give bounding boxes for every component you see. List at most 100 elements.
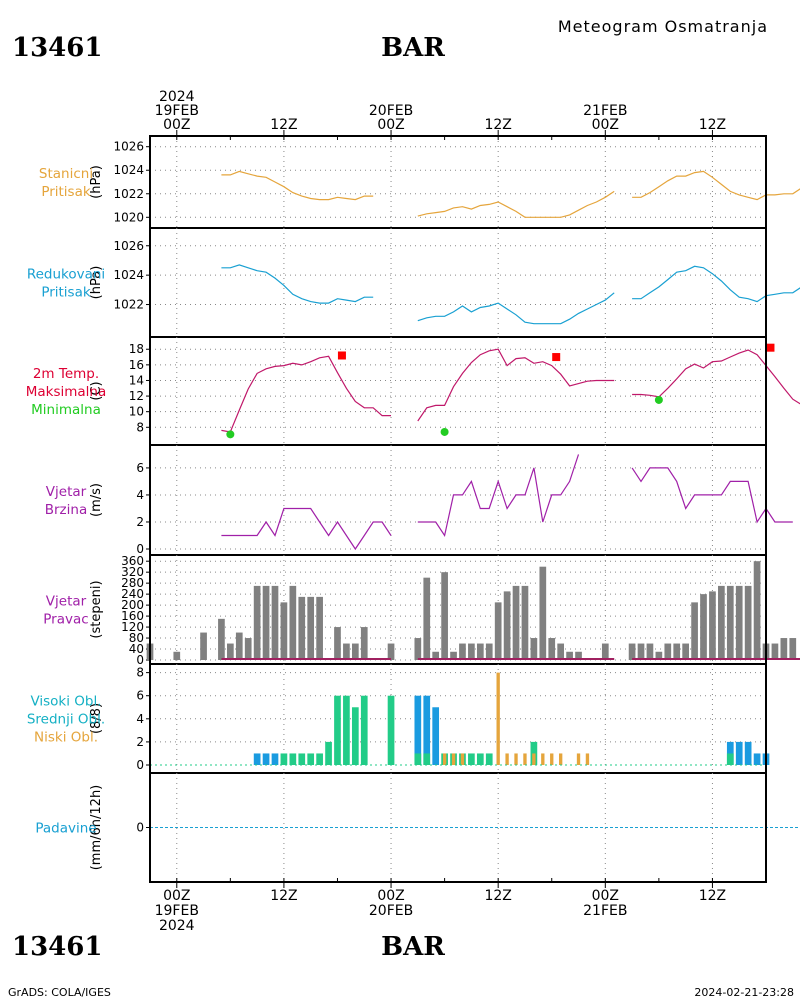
panel-label: Vjetar [46,594,87,610]
direction-bar [316,596,323,660]
direction-bar [414,638,422,660]
direction-bar [575,651,582,660]
cloud-bar [460,753,465,765]
panel-label: Stanicni [39,166,93,182]
tmin-marker [226,430,235,439]
series-line [417,348,615,422]
direction-bar [753,561,761,660]
y-axis-label: (8/8) [89,703,104,734]
series-line [632,349,800,405]
y-tick-label: 8 [136,666,144,680]
y-tick-label: 40 [129,642,144,656]
y-axis-label: (C) [89,381,104,400]
cloud-bar [496,672,500,765]
y-tick-label: 1026 [113,140,144,154]
direction-bar [637,643,645,660]
direction-bar [271,585,279,660]
cloud-bar [325,741,332,765]
y-tick-label: 1024 [113,163,144,177]
cloud-bar [360,695,368,765]
direction-bar [566,651,573,660]
cloud-bar [532,753,536,765]
time-label-bottom: 21FEB [583,903,627,919]
y-tick-label: 1020 [113,210,144,224]
direction-bar [343,643,350,660]
panel-label: Srednji Obl. [27,712,105,728]
series-line [221,355,391,433]
time-label-bottom: 12Z [270,888,297,904]
tmax-marker [766,343,775,352]
panel-label: Pritisak [41,285,91,301]
direction-bar [718,585,725,660]
cloud-bar [316,753,323,765]
chart-title: Meteogram Osmatranja [558,17,768,36]
cloud-bar [523,753,527,765]
cloud-bar [262,753,270,765]
cloud-bar [576,753,581,765]
y-tick-label: 1026 [113,239,144,253]
y-tick-label: 16 [129,358,144,372]
direction-bar [432,651,440,660]
cloud-bar [432,707,440,765]
direction-bar [218,618,225,660]
direction-bar [512,585,520,660]
cloud-bar [753,753,761,765]
direction-bar [780,638,788,660]
y-axis-label: (stepeni) [89,580,104,638]
direction-bar [789,638,797,660]
series-line [632,170,800,201]
time-label-top: 19FEB [155,103,199,119]
footer-credit: GrADS: COLA/IGES [8,986,111,999]
cloud-bar [271,753,279,765]
direction-bar [521,585,529,660]
series-line [221,507,392,551]
direction-bar [360,627,368,660]
panel-label: Visoki Obl. [30,694,101,710]
time-label-bottom: 12Z [484,888,511,904]
direction-bar [298,596,306,660]
cloud-bar [423,753,431,765]
direction-bar [601,643,609,660]
cloud-bar [485,753,493,765]
cloud-bar [289,753,297,765]
direction-bar [253,585,261,660]
direction-bar [244,638,252,660]
direction-bar [726,585,734,660]
series-line [221,264,374,304]
cloud-bar [387,695,395,765]
plot-frame [149,135,767,883]
cloud-bar [414,695,422,765]
direction-bar [709,591,716,660]
cloud-bar [541,753,545,765]
direction-bar [227,643,234,660]
direction-bar [289,585,297,660]
cloud-bar [468,753,475,765]
series-line [221,170,374,201]
time-label-top: 20FEB [369,103,413,119]
cloud-bar [505,753,509,765]
direction-bar [459,643,466,660]
station-name-top: BAR [381,33,445,63]
panel-label: 2m Temp. [33,366,99,382]
tmax-marker [337,351,346,360]
cloud-bar [414,753,422,765]
cloud-bar [451,753,456,765]
y-tick-label: 80 [129,631,144,645]
y-tick-label: 8 [136,420,144,434]
time-label-top: 2024 [159,89,195,105]
series-line [417,292,615,325]
time-label-top: 00Z [377,117,404,133]
y-tick-label: 14 [129,373,144,387]
series-line [417,454,580,538]
direction-bar [280,602,288,660]
direction-bar [200,632,207,660]
cloud-bar [442,753,447,765]
direction-bar [235,632,243,660]
y-tick-label: 280 [121,576,144,590]
panel-label: Vjetar [46,484,87,500]
direction-bar [468,643,475,660]
panel-label: Pritisak [41,184,91,200]
series-line [632,265,800,303]
direction-bar [664,643,672,660]
time-label-top: 12Z [484,117,511,133]
